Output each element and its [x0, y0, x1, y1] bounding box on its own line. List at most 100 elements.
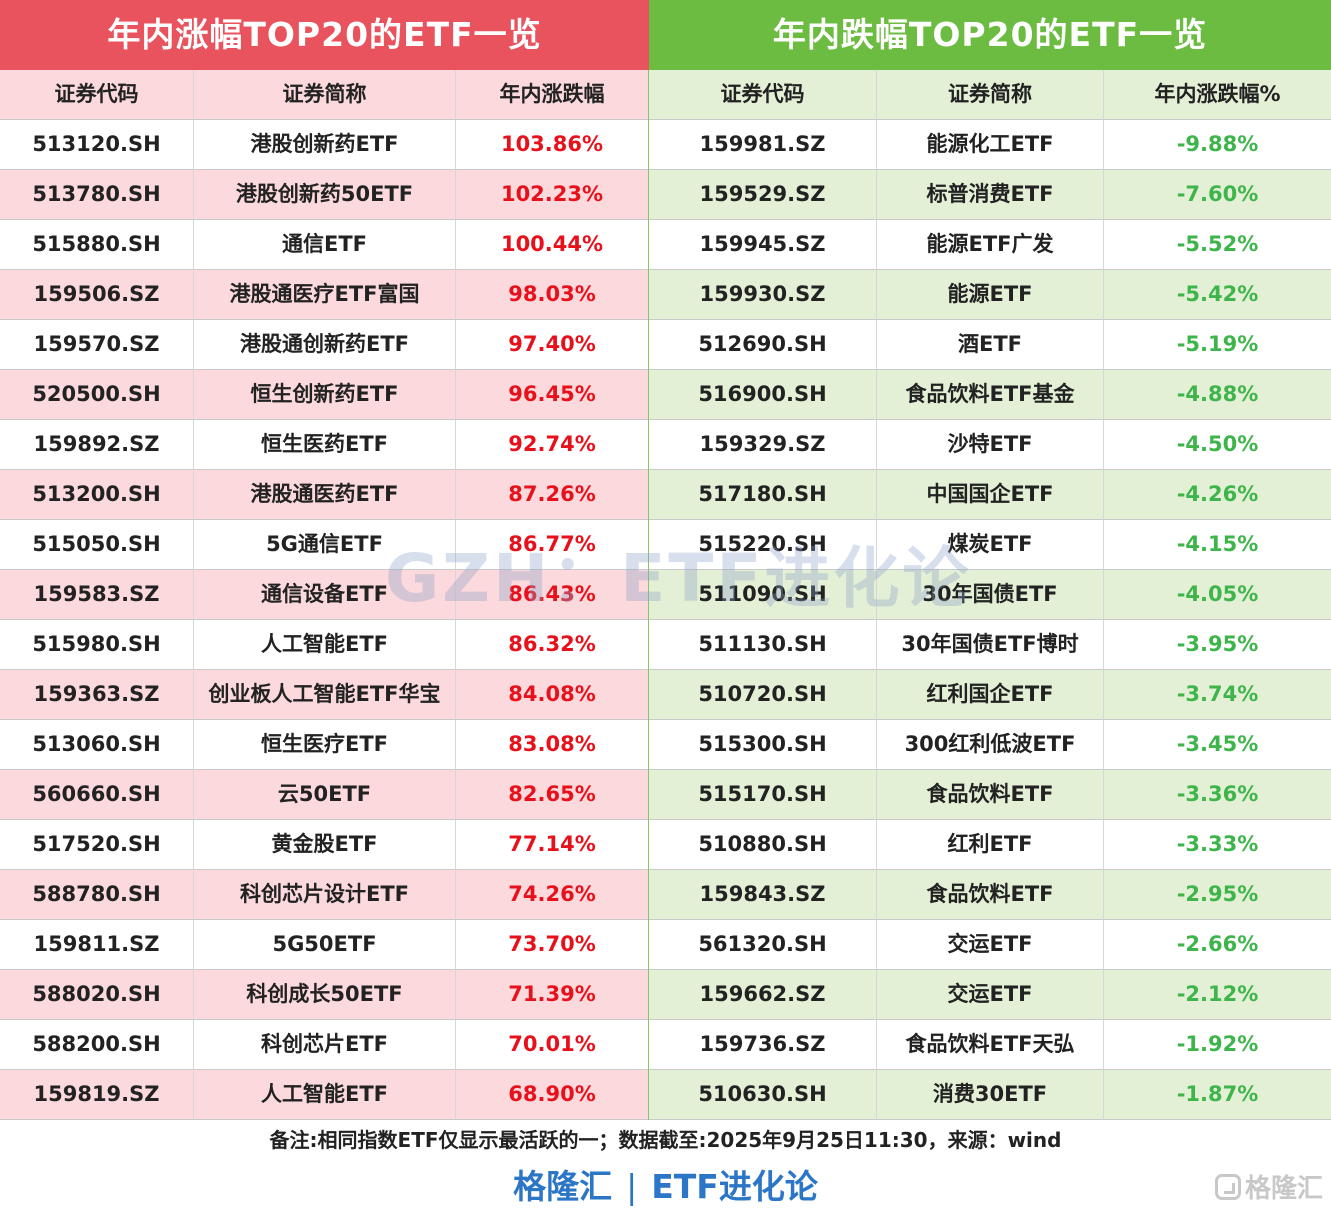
- cell-name: 通信ETF: [194, 220, 456, 270]
- cell-change: 103.86%: [456, 120, 649, 170]
- header-change: 年内涨跌幅: [456, 70, 649, 120]
- cell-code: 159892.SZ: [0, 420, 194, 470]
- table-row: 588020.SH 科创成长50ETF 71.39%: [0, 970, 649, 1020]
- cell-change: 84.08%: [456, 670, 649, 720]
- table-row: 515880.SH 通信ETF 100.44%: [0, 220, 649, 270]
- footnote: 备注:相同指数ETF仅显示最活跃的一；数据截至:2025年9月25日11:30，…: [269, 1128, 1062, 1152]
- cell-code: 515220.SH: [649, 520, 877, 570]
- gainers-table-body: 513120.SH 港股创新药ETF 103.86% 513780.SH 港股创新药50…: [0, 120, 649, 1120]
- cell-change: 97.40%: [456, 320, 649, 370]
- cell-change: 86.32%: [456, 620, 649, 670]
- cell-code: 510630.SH: [649, 1070, 877, 1120]
- cell-name: 食品饮料ETF: [877, 770, 1104, 820]
- cell-code: 588200.SH: [0, 1020, 194, 1070]
- cell-name: 5G通信ETF: [194, 520, 456, 570]
- cell-change: 86.77%: [456, 520, 649, 570]
- cell-name: 黄金股ETF: [194, 820, 456, 870]
- table-row: 159811.SZ 5G50ETF 73.70%: [0, 920, 649, 970]
- cell-change: -3.45%: [1104, 720, 1331, 770]
- table-row: 159843.SZ 食品饮料ETF -2.95%: [649, 870, 1331, 920]
- cell-change: -1.87%: [1104, 1070, 1331, 1120]
- footer-brand-left: 格隆汇: [513, 1167, 613, 1206]
- cell-name: 食品饮料ETF: [877, 870, 1104, 920]
- table-row: 513780.SH 港股创新药50ETF 102.23%: [0, 170, 649, 220]
- table-row: 159819.SZ 人工智能ETF 68.90%: [0, 1070, 649, 1120]
- cell-name: 港股通医疗ETF富国: [194, 270, 456, 320]
- cell-name: 30年国债ETF博时: [877, 620, 1104, 670]
- cell-code: 560660.SH: [0, 770, 194, 820]
- cell-code: 159329.SZ: [649, 420, 877, 470]
- cell-code: 159529.SZ: [649, 170, 877, 220]
- cell-code: 159945.SZ: [649, 220, 877, 270]
- cell-change: -4.05%: [1104, 570, 1331, 620]
- cell-name: 交运ETF: [877, 970, 1104, 1020]
- cell-change: -4.50%: [1104, 420, 1331, 470]
- cell-code: 515880.SH: [0, 220, 194, 270]
- etf-tables: 年内涨幅TOP20的ETF一览 证券代码 证券简称 年内涨跌幅 513120.S…: [0, 0, 1331, 1120]
- header-name: 证券简称: [194, 70, 456, 120]
- cell-name: 人工智能ETF: [194, 1070, 456, 1120]
- cell-code: 159583.SZ: [0, 570, 194, 620]
- cell-name: 食品饮料ETF天弘: [877, 1020, 1104, 1070]
- table-row: 159662.SZ 交运ETF -2.12%: [649, 970, 1331, 1020]
- cell-code: 510720.SH: [649, 670, 877, 720]
- cell-code: 159819.SZ: [0, 1070, 194, 1120]
- cell-change: 73.70%: [456, 920, 649, 970]
- table-row: 515170.SH 食品饮料ETF -3.36%: [649, 770, 1331, 820]
- cell-code: 510880.SH: [649, 820, 877, 870]
- cell-name: 300红利低波ETF: [877, 720, 1104, 770]
- losers-title: 年内跌幅TOP20的ETF一览: [649, 0, 1331, 70]
- cell-code: 511090.SH: [649, 570, 877, 620]
- cell-change: -7.60%: [1104, 170, 1331, 220]
- table-row: 520500.SH 恒生创新药ETF 96.45%: [0, 370, 649, 420]
- cell-name: 创业板人工智能ETF华宝: [194, 670, 456, 720]
- table-row: 159570.SZ 港股通创新药ETF 97.40%: [0, 320, 649, 370]
- cell-change: 74.26%: [456, 870, 649, 920]
- cell-name: 交运ETF: [877, 920, 1104, 970]
- cell-name: 港股通医药ETF: [194, 470, 456, 520]
- cell-name: 恒生创新药ETF: [194, 370, 456, 420]
- cell-code: 515170.SH: [649, 770, 877, 820]
- cell-change: 102.23%: [456, 170, 649, 220]
- gainers-title: 年内涨幅TOP20的ETF一览: [0, 0, 649, 70]
- cell-code: 159981.SZ: [649, 120, 877, 170]
- cell-code: 513120.SH: [0, 120, 194, 170]
- cell-name: 标普消费ETF: [877, 170, 1104, 220]
- cell-code: 159662.SZ: [649, 970, 877, 1020]
- cell-change: -3.33%: [1104, 820, 1331, 870]
- cell-name: 科创芯片设计ETF: [194, 870, 456, 920]
- table-row: 588200.SH 科创芯片ETF 70.01%: [0, 1020, 649, 1070]
- cell-code: 159736.SZ: [649, 1020, 877, 1070]
- gainers-header-row: 证券代码 证券简称 年内涨跌幅: [0, 70, 649, 120]
- cell-name: 云50ETF: [194, 770, 456, 820]
- cell-change: -2.95%: [1104, 870, 1331, 920]
- header-code: 证券代码: [649, 70, 877, 120]
- cell-change: -4.26%: [1104, 470, 1331, 520]
- cell-name: 中国国企ETF: [877, 470, 1104, 520]
- cell-name: 消费30ETF: [877, 1070, 1104, 1120]
- cell-change: 77.14%: [456, 820, 649, 870]
- cell-name: 港股通创新药ETF: [194, 320, 456, 370]
- header-code: 证券代码: [0, 70, 194, 120]
- cell-change: -5.42%: [1104, 270, 1331, 320]
- table-row: 515050.SH 5G通信ETF 86.77%: [0, 520, 649, 570]
- cell-name: 通信设备ETF: [194, 570, 456, 620]
- cell-code: 515980.SH: [0, 620, 194, 670]
- footer-brand-right: ETF进化论: [651, 1167, 818, 1206]
- cell-code: 159570.SZ: [0, 320, 194, 370]
- cell-name: 30年国债ETF: [877, 570, 1104, 620]
- cell-name: 科创芯片ETF: [194, 1020, 456, 1070]
- cell-code: 516900.SH: [649, 370, 877, 420]
- cell-change: -5.52%: [1104, 220, 1331, 270]
- table-row: 159583.SZ 通信设备ETF 86.43%: [0, 570, 649, 620]
- cell-code: 159506.SZ: [0, 270, 194, 320]
- table-row: 159363.SZ 创业板人工智能ETF华宝 84.08%: [0, 670, 649, 720]
- table-row: 516900.SH 食品饮料ETF基金 -4.88%: [649, 370, 1331, 420]
- table-row: 588780.SH 科创芯片设计ETF 74.26%: [0, 870, 649, 920]
- cell-name: 科创成长50ETF: [194, 970, 456, 1020]
- table-row: 517520.SH 黄金股ETF 77.14%: [0, 820, 649, 870]
- cell-code: 517180.SH: [649, 470, 877, 520]
- gainers-panel: 年内涨幅TOP20的ETF一览 证券代码 证券简称 年内涨跌幅 513120.S…: [0, 0, 649, 1120]
- cell-name: 红利国企ETF: [877, 670, 1104, 720]
- cell-change: -3.95%: [1104, 620, 1331, 670]
